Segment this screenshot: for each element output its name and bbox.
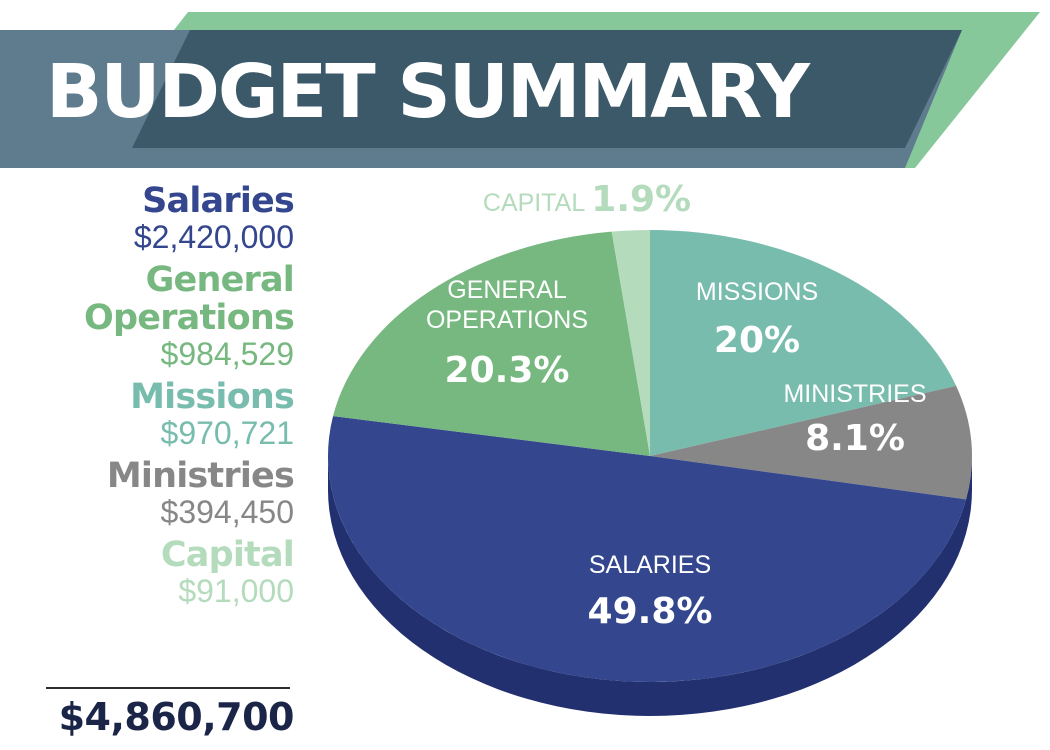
slice-value-general-operations: 20.3% (445, 350, 570, 391)
legend-amount: $970,721 (160, 415, 294, 451)
slice-value-salaries: 49.8% (588, 591, 713, 632)
legend-amount: $394,450 (160, 494, 294, 530)
legend-amount: $2,420,000 (133, 219, 294, 255)
legend-item-general-operations: General Operations $984,529 (20, 260, 295, 372)
banner-dark-band (132, 30, 962, 148)
slice-label-general-operations: OPERATIONS (426, 306, 588, 334)
page-title: BUDGET SUMMARY (46, 49, 810, 135)
legend-name: Salaries (142, 181, 295, 221)
legend-item-ministries: Ministries $394,450 (20, 456, 295, 530)
slice-label-salaries: SALARIES (589, 551, 711, 579)
legend-name: Capital (160, 535, 295, 575)
legend-item-salaries: Salaries $2,420,000 (20, 181, 295, 255)
total-divider (46, 687, 290, 689)
pie-slice-missions (650, 230, 957, 456)
legend-item-missions: Missions $970,721 (20, 377, 295, 451)
title-banner: BUDGET SUMMARY (0, 0, 1050, 175)
slice-label-general-operations: GENERAL (447, 276, 567, 304)
legend-name: General Operations (84, 260, 295, 338)
total-amount: $4,860,700 (58, 695, 295, 739)
legend-name: Missions (130, 377, 295, 417)
slice-value-missions: 20% (714, 320, 800, 361)
pie-slice-ministries (650, 385, 972, 500)
legend-amount: $984,529 (160, 336, 294, 372)
pie-slice-capital (611, 230, 650, 456)
legend-item-capital: Capital $91,000 (20, 535, 295, 609)
slice-label-missions: MISSIONS (696, 278, 818, 306)
slice-label-capital: CAPITAL 1.9% (483, 179, 691, 220)
slice-value-ministries: 8.1% (805, 418, 905, 459)
legend-amount: $91,000 (178, 573, 294, 609)
pie-slice-salaries (328, 416, 967, 682)
slice-label-ministries: MINISTRIES (783, 380, 926, 408)
legend-name: Ministries (106, 456, 295, 496)
pie-slice-general-operations (333, 231, 650, 456)
legend: Salaries $2,420,000 General Operations $… (20, 181, 295, 615)
